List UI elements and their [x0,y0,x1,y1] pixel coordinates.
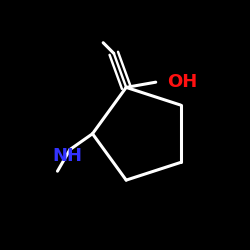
Text: NH: NH [52,147,82,165]
Text: OH: OH [167,73,197,91]
